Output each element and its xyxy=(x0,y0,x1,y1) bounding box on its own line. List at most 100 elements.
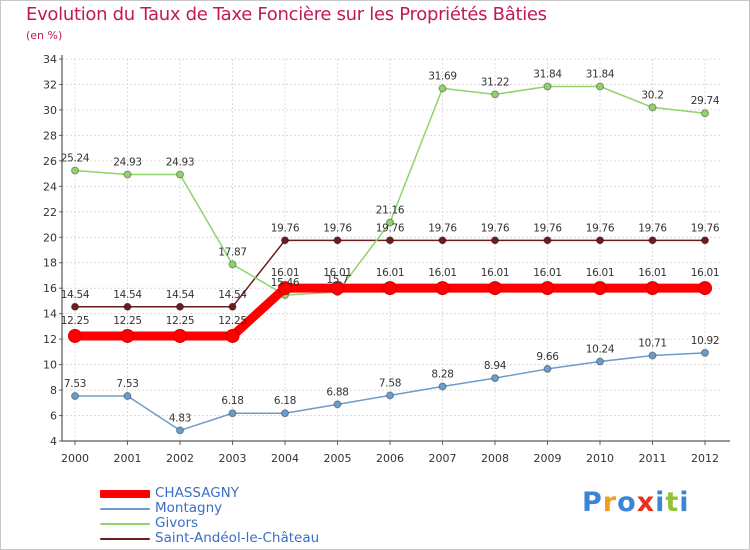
data-label-montagny: 6.18 xyxy=(221,395,243,407)
data-label-saint-and-ol-le-ch-teau: 19.76 xyxy=(428,222,457,234)
data-label-givors: 24.93 xyxy=(113,156,142,168)
data-label-montagny: 6.18 xyxy=(274,395,296,407)
legend-swatch xyxy=(100,522,150,525)
y-tick-label: 22 xyxy=(43,206,57,219)
data-point-givors xyxy=(71,166,79,175)
data-point-saint-and-ol-le-ch-teau xyxy=(596,236,604,245)
data-label-chassagny: 12.25 xyxy=(166,315,195,327)
data-point-chassagny xyxy=(120,328,135,343)
data-point-montagny xyxy=(648,351,657,360)
data-point-saint-and-ol-le-ch-teau xyxy=(701,236,709,245)
x-tick-label: 2000 xyxy=(61,452,89,465)
legend-swatch xyxy=(100,489,150,498)
y-tick-label: 34 xyxy=(43,53,57,66)
legend-item-chassagny[interactable]: CHASSAGNY xyxy=(100,486,400,501)
data-point-montagny xyxy=(596,357,604,366)
data-point-montagny xyxy=(333,400,342,409)
x-tick-label: 2011 xyxy=(639,452,667,465)
data-label-givors: 21.16 xyxy=(376,204,405,216)
data-point-chassagny xyxy=(173,328,187,343)
data-label-givors: 31.69 xyxy=(428,70,457,82)
y-tick-label: 14 xyxy=(43,308,57,321)
data-label-chassagny: 16.01 xyxy=(271,267,300,279)
data-point-montagny xyxy=(123,392,132,401)
x-tick-label: 2012 xyxy=(691,452,719,465)
data-label-givors: 29.74 xyxy=(691,95,720,107)
data-label-chassagny: 12.25 xyxy=(113,315,142,327)
data-point-chassagny xyxy=(593,281,607,296)
x-tick-label: 2006 xyxy=(376,452,404,465)
data-label-saint-and-ol-le-ch-teau: 19.76 xyxy=(638,222,667,234)
data-point-chassagny xyxy=(435,281,450,296)
data-point-chassagny xyxy=(225,328,240,343)
data-label-saint-and-ol-le-ch-teau: 14.54 xyxy=(218,289,247,301)
data-label-givors: 24.93 xyxy=(166,156,195,168)
plot-area xyxy=(62,59,720,441)
data-label-montagny: 4.83 xyxy=(169,412,191,424)
y-tick-label: 12 xyxy=(43,333,57,346)
data-label-givors: 31.84 xyxy=(586,69,615,81)
data-label-givors: 17.87 xyxy=(218,246,247,258)
data-point-givors xyxy=(176,170,184,179)
data-label-saint-and-ol-le-ch-teau: 19.76 xyxy=(376,222,405,234)
data-point-saint-and-ol-le-ch-teau xyxy=(123,302,132,311)
x-tick-label: 2003 xyxy=(219,452,247,465)
data-label-saint-and-ol-le-ch-teau: 19.76 xyxy=(481,222,510,234)
data-point-chassagny xyxy=(278,281,292,296)
legend-label: Givors xyxy=(155,515,199,531)
data-label-saint-and-ol-le-ch-teau: 14.54 xyxy=(166,289,195,301)
data-label-saint-and-ol-le-ch-teau: 14.54 xyxy=(113,289,142,301)
x-tick-label: 2008 xyxy=(481,452,509,465)
data-point-givors xyxy=(386,218,394,227)
y-tick-label: 4 xyxy=(50,435,57,448)
logo-letter: i xyxy=(655,487,666,518)
data-point-montagny xyxy=(386,391,394,400)
data-point-saint-and-ol-le-ch-teau xyxy=(228,302,237,311)
data-point-chassagny xyxy=(68,328,82,343)
data-label-chassagny: 16.01 xyxy=(638,267,667,279)
data-label-chassagny: 16.01 xyxy=(481,267,510,279)
logo-letter: r xyxy=(602,487,618,518)
proxiti-logo: Proxiti xyxy=(582,487,690,518)
logo-letter: t xyxy=(665,487,680,518)
x-tick-label: 2007 xyxy=(429,452,457,465)
data-point-montagny xyxy=(228,409,237,418)
data-point-givors xyxy=(228,260,237,269)
y-tick-label: 32 xyxy=(43,78,57,91)
logo-letter: o xyxy=(617,487,637,518)
data-label-chassagny: 12.25 xyxy=(218,315,247,327)
data-point-givors xyxy=(438,84,447,93)
data-point-givors xyxy=(543,82,552,91)
data-point-montagny xyxy=(701,348,709,357)
data-label-saint-and-ol-le-ch-teau: 19.76 xyxy=(586,222,615,234)
data-point-givors xyxy=(123,170,132,179)
y-tick-label: 20 xyxy=(43,231,57,244)
data-point-chassagny xyxy=(330,281,345,296)
y-tick-label: 8 xyxy=(50,384,57,397)
x-tick-label: 2009 xyxy=(534,452,562,465)
legend-item-saint-andeol[interactable]: Saint-Andéol-le-Château xyxy=(100,531,400,546)
legend-item-montagny[interactable]: Montagny xyxy=(100,501,400,516)
data-label-montagny: 10.92 xyxy=(691,335,720,347)
legend-item-givors[interactable]: Givors xyxy=(100,516,400,531)
data-label-chassagny: 16.01 xyxy=(428,267,457,279)
x-tick-label: 2005 xyxy=(324,452,352,465)
data-point-givors xyxy=(648,103,657,112)
data-point-chassagny xyxy=(698,281,712,296)
legend-label: Montagny xyxy=(155,500,223,516)
data-label-givors: 30.2 xyxy=(641,89,663,101)
data-point-chassagny xyxy=(540,281,555,296)
y-tick-label: 16 xyxy=(43,282,57,295)
data-point-montagny xyxy=(281,409,289,418)
data-label-montagny: 10.71 xyxy=(638,338,667,350)
data-point-chassagny xyxy=(645,281,660,296)
y-tick-label: 18 xyxy=(43,257,57,270)
data-label-montagny: 9.66 xyxy=(536,351,559,363)
data-label-givors: 31.84 xyxy=(533,69,562,81)
data-point-saint-and-ol-le-ch-teau xyxy=(281,236,289,245)
logo-letter: i xyxy=(679,487,690,518)
logo-letter: x xyxy=(636,487,656,518)
data-label-chassagny: 16.01 xyxy=(691,267,720,279)
data-point-saint-and-ol-le-ch-teau xyxy=(438,236,447,245)
